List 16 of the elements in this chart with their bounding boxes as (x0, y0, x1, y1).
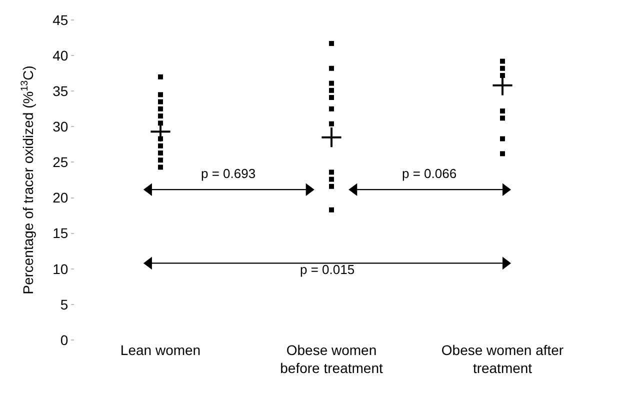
x-tick-label: Obese women before treatment (280, 342, 383, 376)
y-tick-label: 40 (52, 47, 68, 64)
y-tick-label: 5 (60, 296, 68, 312)
y-tick-label: 0 (60, 332, 68, 348)
annotation: p = 0.015 (300, 262, 355, 277)
y-tick-label: 25 (52, 154, 68, 170)
y-tick-label: 35 (52, 83, 68, 100)
y-tick-label: 10 (52, 260, 68, 277)
y-tick-label: 20 (52, 190, 68, 206)
x-tick-label: Obese women after treatment (441, 342, 564, 376)
x-tick-label: Lean women (120, 342, 201, 358)
y-tick-label: 30 (52, 118, 68, 135)
annotation: p = 0.693 (201, 166, 256, 181)
y-tick-label: 45 (52, 12, 68, 28)
y-tick-label: 15 (52, 225, 68, 242)
annotation: p = 0.066 (402, 166, 457, 181)
